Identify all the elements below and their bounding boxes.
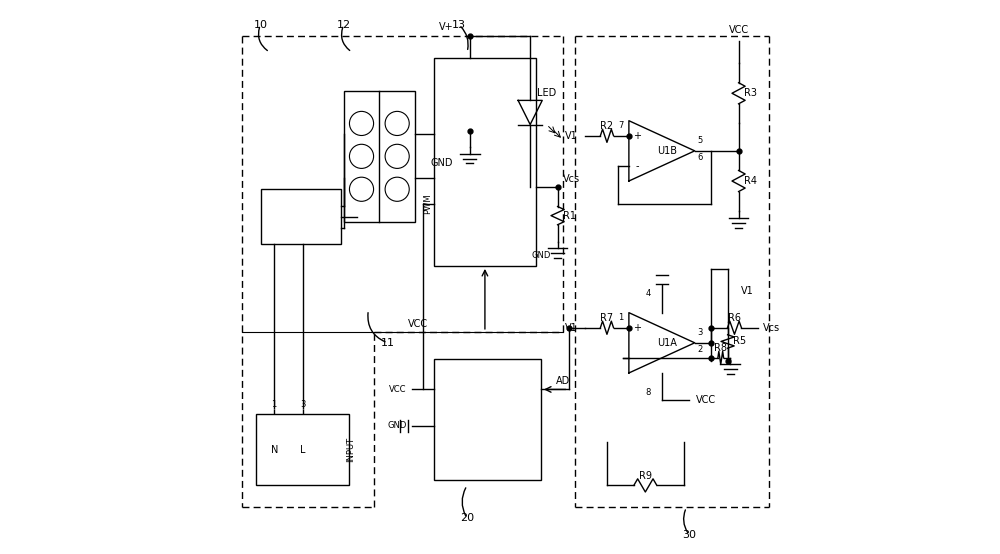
Bar [344,90,415,222]
Text: 30: 30 [682,530,696,540]
Text: Vcs: Vcs [763,323,780,333]
Text: 5: 5 [698,136,703,146]
Text: R1: R1 [563,211,576,220]
Bar [256,414,349,485]
Text: 10: 10 [253,20,267,30]
Text: 1: 1 [271,400,277,409]
Text: R7: R7 [600,313,614,323]
Text: R3: R3 [744,88,757,98]
Text: R8: R8 [714,343,727,353]
Text: LED: LED [537,88,556,98]
Text: -: - [635,353,639,363]
Text: N: N [271,445,279,455]
Text: +: + [633,323,641,333]
Text: 20: 20 [460,514,474,524]
Text: R4: R4 [744,176,757,186]
Text: VCC: VCC [408,319,428,329]
Text: INPUT: INPUT [346,437,355,463]
Text: R6: R6 [728,313,741,323]
Text: PWM: PWM [423,193,432,214]
Text: 3: 3 [697,329,703,337]
Bar [261,189,341,244]
Text: L: L [300,445,305,455]
Bar [434,58,536,266]
Text: 3: 3 [300,400,305,409]
Text: U1A: U1A [657,338,677,348]
Text: V1: V1 [565,323,578,333]
Text: V+: V+ [439,23,453,33]
Text: GND: GND [531,251,551,260]
Text: Vcs: Vcs [563,173,580,183]
Text: R2: R2 [600,121,614,131]
Text: 11: 11 [381,338,395,348]
Text: 6: 6 [697,153,703,162]
Text: -: - [635,161,639,171]
Text: VCC: VCC [389,385,407,394]
Text: 2: 2 [698,345,703,354]
Text: 8: 8 [645,388,651,397]
Text: 7: 7 [618,121,623,130]
Text: 1: 1 [618,314,623,322]
Text: V1: V1 [740,286,753,296]
Text: AD: AD [556,376,570,386]
Text: R5: R5 [733,336,746,346]
Text: 4: 4 [645,289,651,298]
Text: GND: GND [431,158,453,168]
Text: 13: 13 [452,20,466,30]
Text: V1: V1 [565,131,578,141]
Text: VCC: VCC [696,396,716,406]
Text: +: + [633,131,641,141]
Text: VCC: VCC [729,25,749,35]
Text: R9: R9 [639,470,652,480]
Text: 12: 12 [337,20,351,30]
Bar [434,359,541,480]
Text: GND: GND [387,421,407,430]
Text: U1B: U1B [657,146,677,156]
